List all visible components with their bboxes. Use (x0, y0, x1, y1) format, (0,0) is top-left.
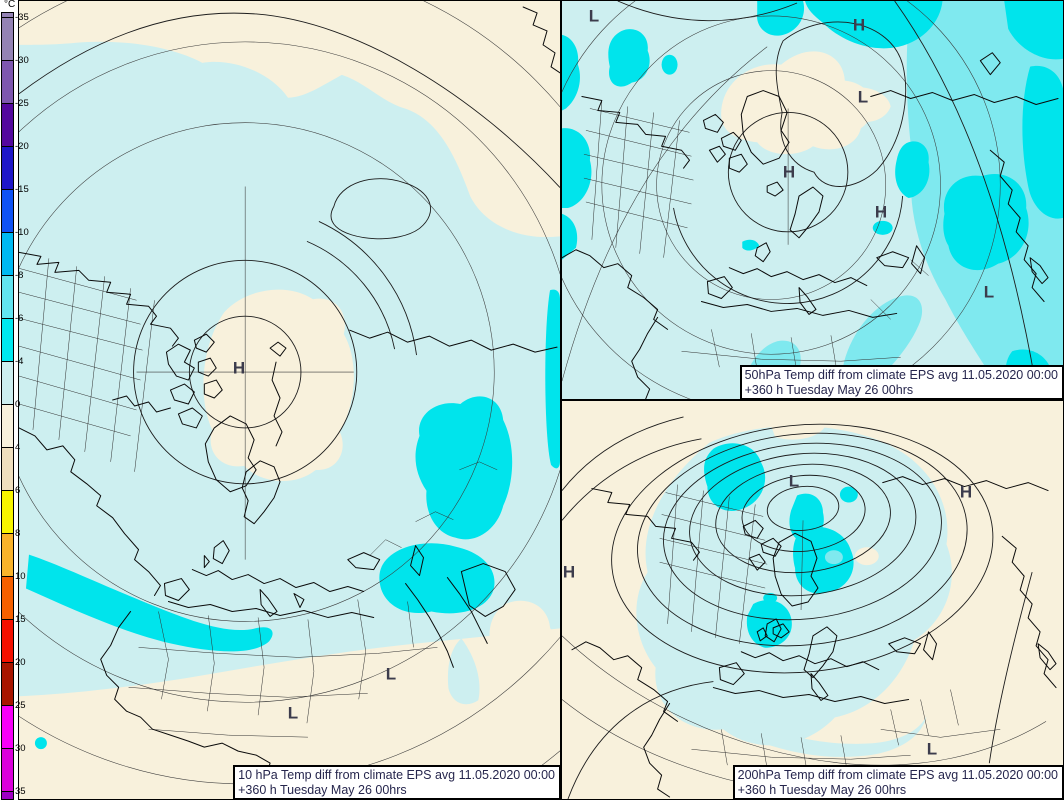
map-panel-10hpa: 10 hPa Temp diff from climate EPS avg 11… (18, 0, 561, 800)
graticule-50hpa (562, 1, 1001, 399)
high-pressure-marker: H (959, 482, 973, 502)
panel-caption: 10 hPa Temp diff from climate EPS avg 11… (233, 765, 560, 799)
panel-caption: 50hPa Temp diff from climate EPS avg 11.… (739, 365, 1063, 399)
colorbar-band (1, 706, 14, 749)
map-10hpa-graphic (19, 1, 560, 799)
colorbar-band (1, 663, 14, 706)
high-pressure-marker: H (874, 202, 888, 222)
coastlines-50hpa (562, 52, 1059, 399)
caption-subtitle: +360 h Tuesday May 26 00hrs (744, 382, 914, 397)
caption-subtitle: +360 h Tuesday May 26 00hrs (737, 782, 907, 797)
colorbar-band (1, 276, 14, 319)
colorbar-band (1, 319, 14, 362)
high-pressure-marker: H (852, 15, 866, 35)
low-pressure-marker: L (287, 703, 299, 723)
panel-caption: 200hPa Temp diff from climate EPS avg 11… (732, 765, 1063, 799)
low-pressure-marker: L (926, 739, 938, 759)
colorbar-band (1, 147, 14, 190)
map-panel-200hpa: 200hPa Temp diff from climate EPS avg 11… (561, 400, 1064, 800)
high-pressure-marker: H (562, 562, 576, 582)
coastlines-200hpa (571, 476, 1057, 798)
contours-50hpa (617, 1, 1039, 399)
map-200hpa-graphic (562, 401, 1063, 799)
caption-title: 10 hPa Temp diff from climate EPS avg 11… (238, 768, 555, 782)
map-panel-50hpa: 50hPa Temp diff from climate EPS avg 11.… (561, 0, 1064, 400)
borders-10hpa (19, 258, 498, 738)
low-pressure-marker: L (588, 6, 600, 26)
coastlines-10hpa (19, 6, 560, 792)
colorbar-band (1, 749, 14, 792)
colorbar-band (1, 448, 14, 491)
colorbar-band (1, 233, 14, 276)
low-pressure-marker: L (857, 87, 869, 107)
colorbar-band (1, 491, 14, 534)
colorbar-unit-label: °C (4, 0, 16, 10)
low-pressure-marker: L (385, 664, 397, 684)
colorbar-band (1, 18, 14, 61)
borders-50hpa (583, 100, 929, 374)
low-pressure-marker: L (983, 282, 995, 302)
high-pressure-marker: H (232, 358, 246, 378)
contours-outer-200hpa (562, 416, 1033, 799)
caption-title: 200hPa Temp diff from climate EPS avg 11… (737, 768, 1058, 782)
colorbar-band (1, 405, 14, 448)
map-50hpa-graphic (562, 1, 1063, 399)
colorbar-band (1, 190, 14, 233)
caption-subtitle: +360 h Tuesday May 26 00hrs (238, 782, 407, 797)
low-pressure-marker: L (788, 471, 800, 491)
colorbar-band (1, 362, 14, 405)
contours-10hpa (19, 12, 560, 485)
colorbar-band (1, 792, 14, 800)
colorbar-band (1, 577, 14, 620)
colorbar-band (1, 620, 14, 663)
colorbar-band (1, 534, 14, 577)
high-pressure-marker: H (782, 162, 796, 182)
borders-200hpa (659, 484, 1001, 772)
colorbar-band (1, 12, 14, 18)
colorbar-band (1, 104, 14, 147)
caption-title: 50hPa Temp diff from climate EPS avg 11.… (744, 368, 1058, 382)
colorbar-band (1, 61, 14, 104)
contours-200hpa (611, 423, 994, 674)
